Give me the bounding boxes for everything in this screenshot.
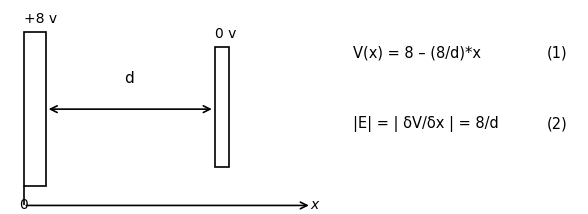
Text: V(x) = 8 – (8/d)*x: V(x) = 8 – (8/d)*x [353, 46, 481, 61]
Text: 0 v: 0 v [215, 27, 236, 41]
Text: |E| = | δV/δx | = 8/d: |E| = | δV/δx | = 8/d [353, 116, 499, 132]
Text: d: d [125, 71, 134, 86]
Text: x: x [310, 198, 319, 213]
Text: 0: 0 [19, 198, 28, 213]
Bar [24, 32, 46, 186]
Bar [215, 47, 229, 167]
Text: +8 v: +8 v [24, 12, 56, 26]
Text: (2): (2) [547, 117, 567, 132]
Text: (1): (1) [547, 46, 567, 61]
